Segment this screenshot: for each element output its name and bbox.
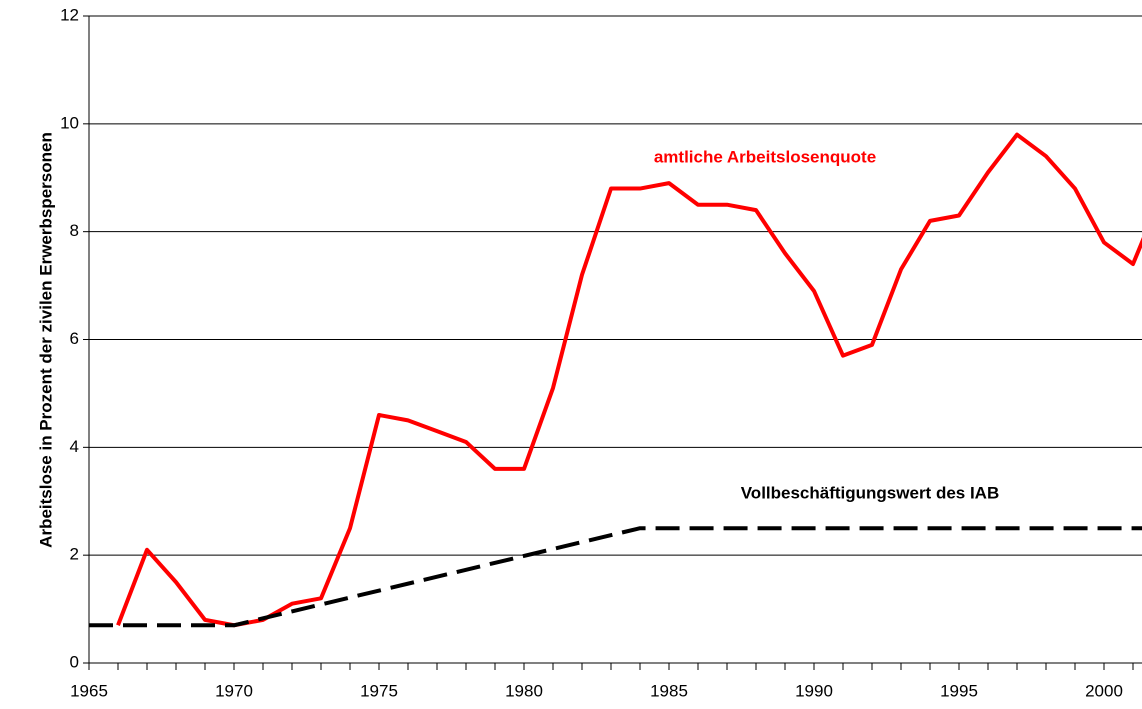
- x-tick-label: 2000: [1085, 681, 1123, 700]
- x-tick-label: 1975: [360, 681, 398, 700]
- y-tick-label: 4: [70, 437, 79, 456]
- y-tick-label: 8: [70, 221, 79, 240]
- series-line: [116, 132, 1142, 628]
- y-tick-label: 12: [60, 5, 79, 24]
- x-tick-label: 1985: [650, 681, 688, 700]
- y-tick-label: 0: [70, 652, 79, 671]
- y-tick-label: 10: [60, 113, 79, 132]
- series-label: amtliche Arbeitslosenquote: [654, 147, 876, 166]
- series-label: Vollbeschäftigungswert des IAB: [741, 483, 1000, 502]
- series-line: [89, 526, 1142, 628]
- x-tick-label: 1965: [70, 681, 108, 700]
- x-tick-label: 1995: [940, 681, 978, 700]
- x-tick-label: 1990: [795, 681, 833, 700]
- x-tick-label: 1970: [215, 681, 253, 700]
- y-tick-label: 6: [70, 329, 79, 348]
- x-tick-label: 1980: [505, 681, 543, 700]
- y-tick-label: 2: [70, 545, 79, 564]
- y-axis-title: Arbeitslose in Prozent der zivilen Erwer…: [36, 132, 55, 548]
